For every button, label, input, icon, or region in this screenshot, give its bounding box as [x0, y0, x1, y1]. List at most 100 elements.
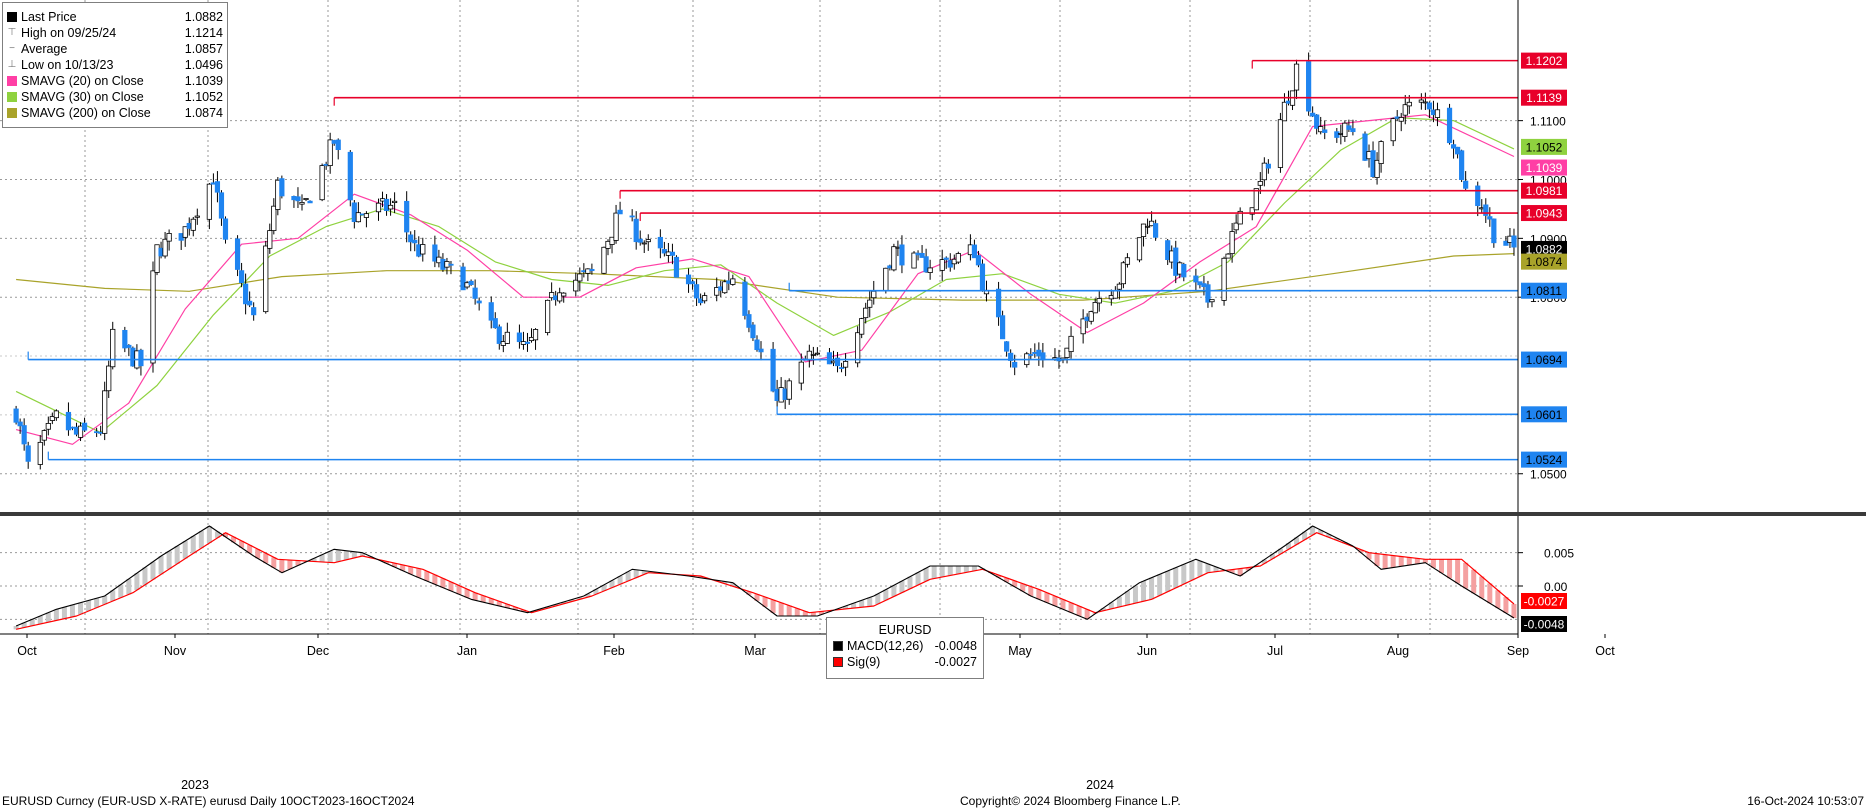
candle-body-up: [267, 230, 273, 249]
candle: [577, 267, 583, 292]
candle-body-up: [1434, 109, 1441, 118]
macd-legend-label: MACD(12,26): [847, 639, 924, 653]
candle: [166, 229, 172, 251]
candle-body-down: [472, 287, 478, 299]
candle: [299, 194, 305, 211]
candle-body-down: [1346, 125, 1352, 130]
x-tick-label: Jan: [457, 644, 477, 658]
signal-legend-label: Sig(9): [847, 655, 881, 669]
candle: [742, 276, 748, 320]
candle-body-down: [243, 283, 249, 305]
candle-body-down: [923, 256, 929, 273]
support-price-tag-bg: [1521, 351, 1567, 368]
macd-panel: [13, 525, 1517, 630]
candle-body-up: [1116, 283, 1122, 290]
candle: [557, 287, 563, 304]
candle-body-up: [1209, 299, 1215, 303]
candle-body-up: [391, 200, 398, 204]
candle-body-down: [81, 422, 88, 431]
indicator-price-tag: 1.0882: [1526, 242, 1563, 256]
candle-body-up: [810, 354, 816, 356]
price-legend: Last Price 1.0882 ⊤ High on 09/25/24 1.1214−…: [2, 2, 228, 128]
candle: [770, 342, 776, 393]
candle-body-down: [307, 200, 313, 204]
candle-body-down: [629, 215, 635, 218]
candle: [899, 235, 905, 274]
legend-value: 1.1039: [184, 74, 223, 88]
candlesticks: [13, 52, 1517, 470]
candle-body-up: [1080, 318, 1086, 335]
candle-body-up: [166, 233, 172, 242]
candle: [154, 244, 160, 276]
candle: [1318, 116, 1324, 135]
candle-body-down: [13, 408, 19, 423]
candle: [267, 223, 273, 254]
candle: [1450, 139, 1457, 159]
candle: [1153, 219, 1159, 241]
legend-row: SMAVG (200) on Close 1.0874: [7, 105, 223, 121]
footer-timestamp: 16-Oct-2024 10:53:07: [1747, 794, 1864, 808]
candle-body-down: [1008, 352, 1014, 361]
candle-body-up: [1064, 347, 1070, 358]
candle-body-down: [770, 348, 776, 392]
legend-value: 1.0874: [184, 106, 223, 120]
candle: [633, 211, 639, 250]
candle-body-up: [110, 328, 116, 368]
support-price-tag: 1.0811: [1526, 284, 1562, 298]
candle: [251, 302, 257, 321]
legend-row: SMAVG (30) on Close 1.1052: [7, 89, 223, 105]
candle: [1144, 218, 1151, 235]
candle: [939, 249, 945, 281]
candle: [1289, 90, 1296, 111]
candle-body-up: [1096, 298, 1102, 304]
candle: [1426, 101, 1433, 119]
candle: [295, 187, 301, 209]
candle: [673, 255, 680, 278]
candle-body-down: [1446, 107, 1453, 144]
candle-body-up: [545, 299, 551, 333]
candle: [263, 240, 269, 314]
candle: [814, 347, 820, 356]
candle: [1000, 310, 1006, 340]
candle-body-up: [842, 361, 849, 368]
candle-body-up: [883, 267, 889, 291]
candle: [1350, 119, 1356, 136]
candle: [1277, 112, 1284, 173]
candle-body-down: [1463, 180, 1469, 189]
candle: [722, 279, 728, 294]
candle: [347, 150, 353, 207]
legend-row: ⊤ High on 09/25/24 1.1214: [7, 25, 223, 41]
candle-body-down: [826, 352, 833, 365]
candle-body-down: [975, 255, 982, 266]
candle-body-down: [404, 200, 410, 233]
candle: [81, 417, 88, 432]
candle: [303, 198, 309, 202]
candle-body-down: [516, 332, 523, 343]
candle: [1136, 237, 1143, 263]
candle-body-up: [1253, 188, 1259, 211]
indicator-price-tag-bg: [1521, 138, 1567, 155]
x-tick-label: Jun: [1137, 644, 1157, 658]
macd-legend-title: EURUSD: [878, 623, 932, 637]
candle-body-up: [1378, 141, 1384, 164]
candle-body-up: [1068, 335, 1074, 353]
candle: [754, 335, 760, 352]
legend-label: SMAVG (30) on Close: [21, 90, 144, 104]
candle: [363, 211, 370, 228]
legend-row: Last Price 1.0882: [7, 9, 223, 25]
candle: [1374, 152, 1380, 185]
candle-body-down: [488, 302, 494, 321]
legend-value: 1.1052: [184, 90, 223, 104]
panel-divider: [0, 512, 1866, 516]
candle: [1233, 214, 1239, 234]
candle: [162, 231, 168, 259]
candle: [492, 312, 498, 329]
candle-body-up: [855, 332, 861, 364]
candle: [432, 235, 438, 268]
candle: [110, 321, 116, 370]
candle-body-down: [750, 324, 756, 339]
candle-body-up: [613, 212, 619, 241]
candle: [746, 310, 752, 333]
candle: [391, 192, 398, 214]
